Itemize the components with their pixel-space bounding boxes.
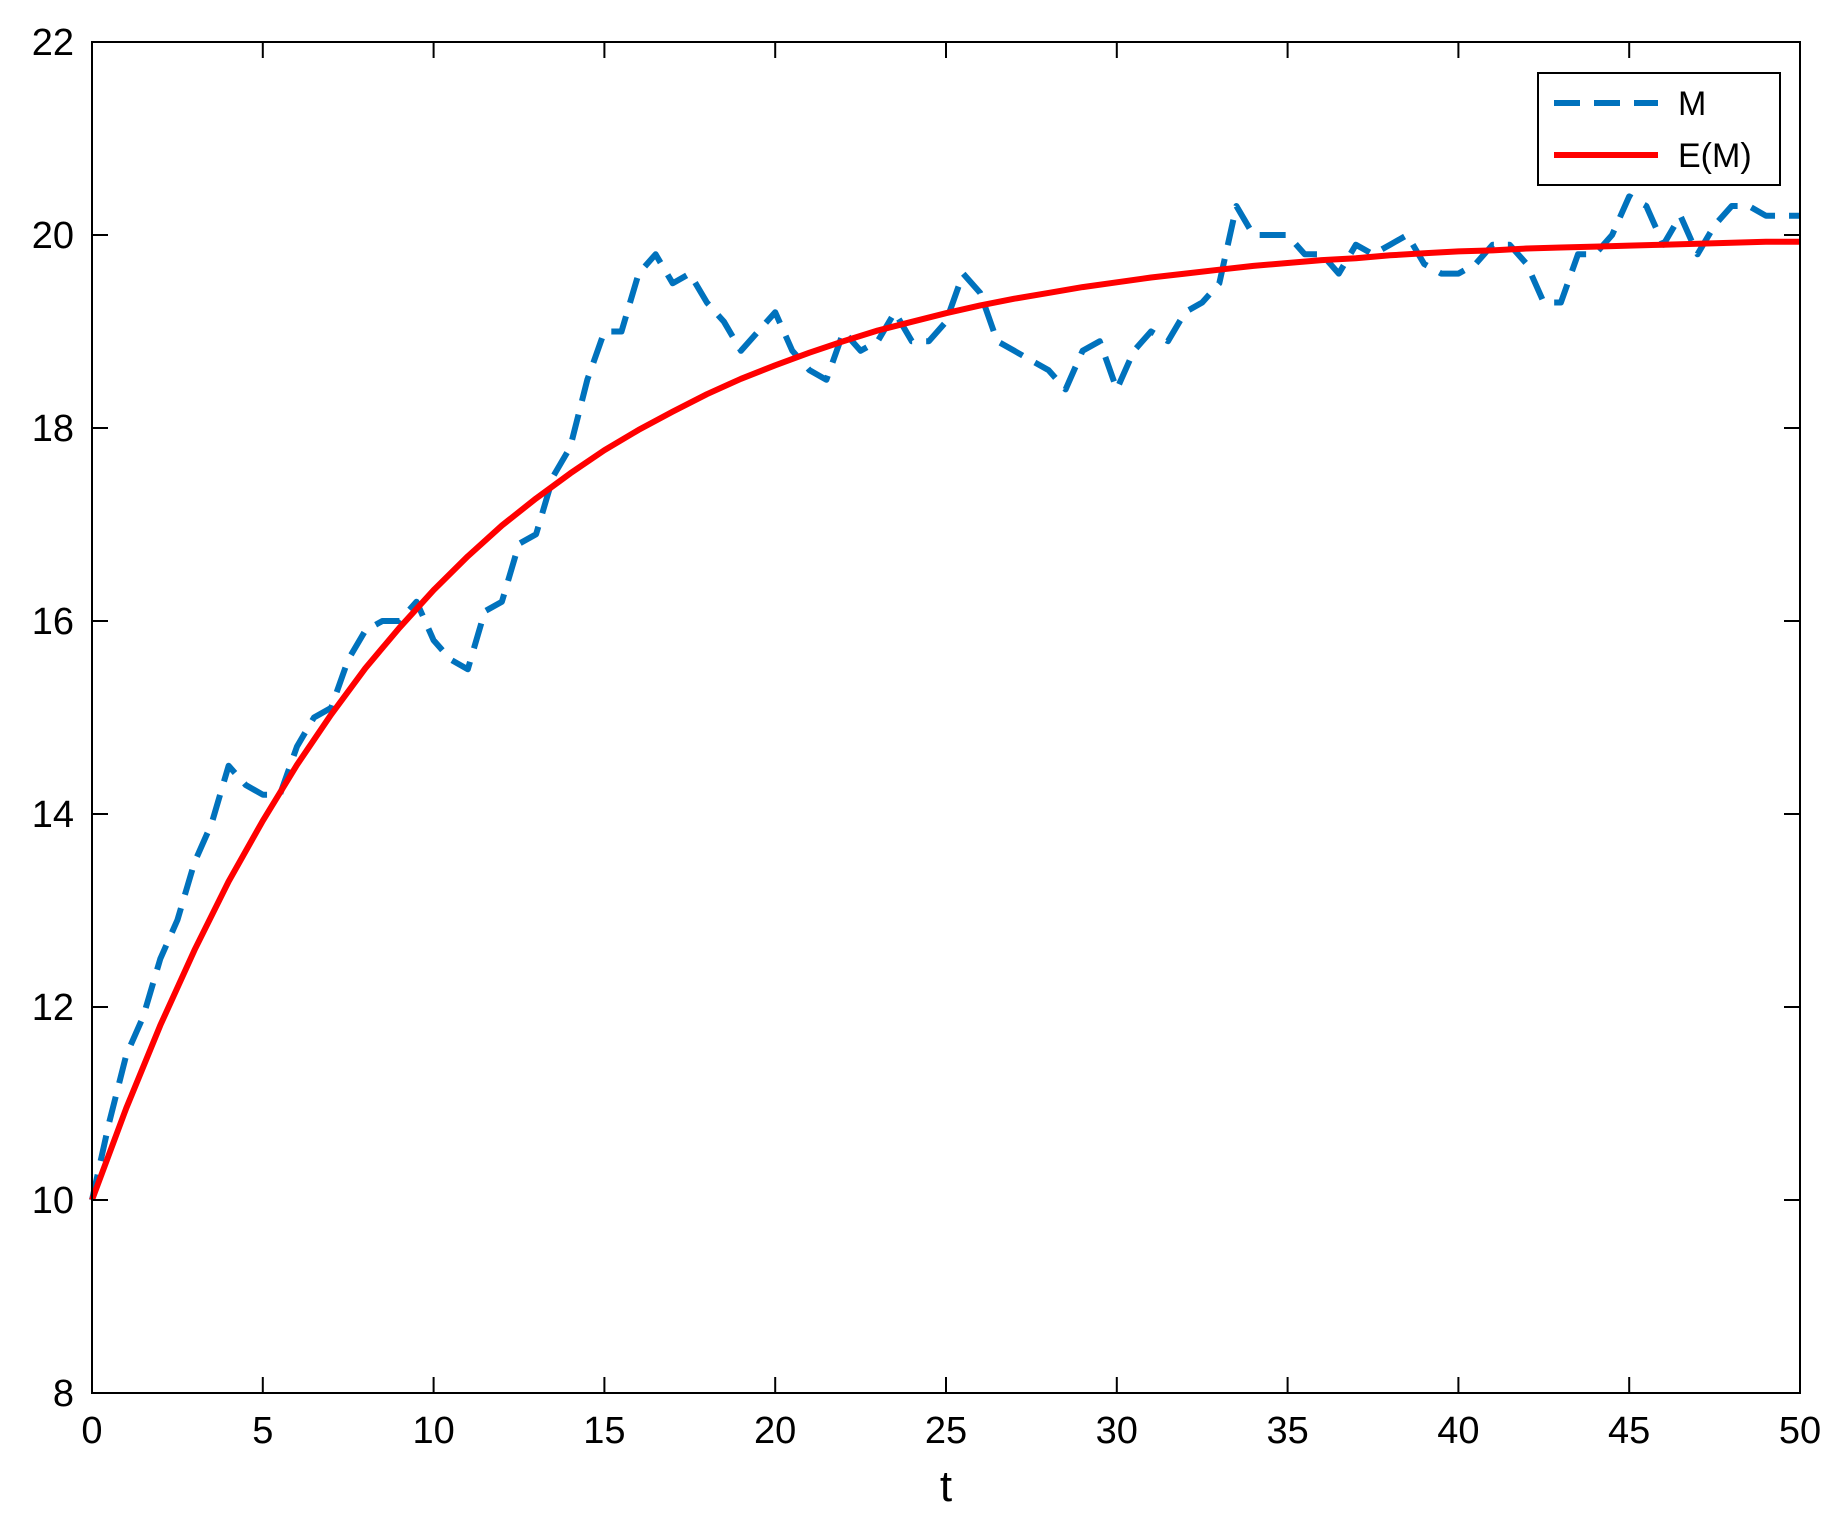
x-tick-label: 50: [1779, 1410, 1821, 1452]
series-layer: [89, 193, 1800, 1202]
x-tick-label: 25: [925, 1410, 967, 1452]
y-tick-label: 18: [32, 408, 74, 450]
ticks-layer: 0 5 10 15 20 25 30 35 40 45 50 8 10 12 14 16 18 20 22: [32, 22, 1821, 1452]
legend-box: [1537, 72, 1781, 186]
y-tick-label: 14: [32, 794, 74, 836]
y-tick-label: 8: [53, 1373, 74, 1415]
x-axis-label: t: [940, 1462, 952, 1511]
x-tick-label: 0: [81, 1410, 102, 1452]
series-em-line: [89, 238, 1800, 1202]
y-tick-label: 20: [32, 215, 74, 257]
y-tick-label: 16: [32, 601, 74, 643]
y-tick-label: 22: [32, 22, 74, 64]
x-tick-label: 5: [252, 1410, 273, 1452]
x-tick-label: 15: [583, 1410, 625, 1452]
x-tick-label: 45: [1608, 1410, 1650, 1452]
x-tick-label: 10: [412, 1410, 454, 1452]
x-tick-label: 35: [1266, 1410, 1308, 1452]
x-tick-label: 40: [1437, 1410, 1479, 1452]
legend-label-em: E(M): [1678, 137, 1752, 175]
x-tick-label: 20: [754, 1410, 796, 1452]
y-tick-label: 10: [32, 1180, 74, 1222]
legend-label-m: M: [1678, 85, 1706, 123]
legend: M E(M): [1537, 72, 1781, 186]
x-tick-label: 30: [1096, 1410, 1138, 1452]
y-tick-label: 12: [32, 987, 74, 1029]
